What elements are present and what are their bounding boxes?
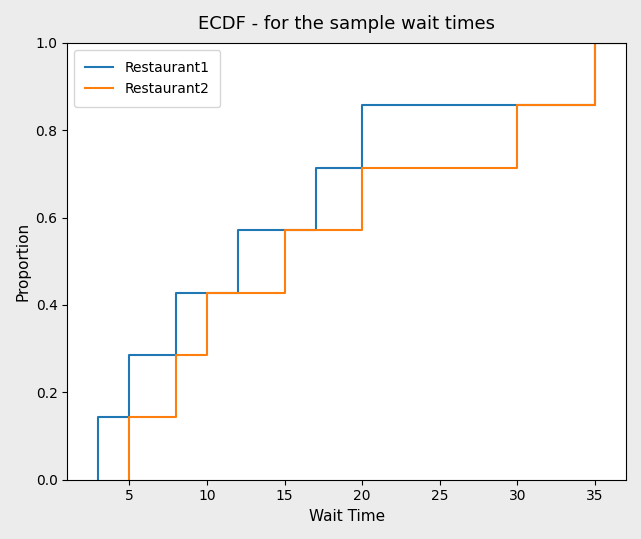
Restaurant2 — [591, 40, 599, 46]
Restaurant1 — [94, 476, 102, 483]
Restaurant2 — [126, 414, 133, 420]
Restaurant2 — [358, 164, 366, 171]
Restaurant1 — [126, 351, 133, 358]
Restaurant1 — [591, 40, 599, 46]
Restaurant2 — [126, 476, 133, 483]
Restaurant1 — [358, 102, 366, 108]
Legend: Restaurant1, Restaurant2: Restaurant1, Restaurant2 — [74, 50, 221, 107]
Restaurant2 — [513, 102, 521, 108]
Restaurant1 — [312, 164, 319, 171]
Restaurant1 — [172, 289, 179, 296]
Title: ECDF - for the sample wait times: ECDF - for the sample wait times — [198, 15, 495, 33]
Restaurant2 — [203, 289, 211, 296]
Line: Restaurant2: Restaurant2 — [129, 43, 595, 480]
Restaurant1 — [234, 227, 242, 233]
Restaurant2 — [172, 351, 179, 358]
Line: Restaurant1: Restaurant1 — [98, 43, 595, 480]
X-axis label: Wait Time: Wait Time — [308, 509, 385, 524]
Restaurant2 — [281, 227, 288, 233]
Y-axis label: Proportion: Proportion — [15, 222, 30, 301]
Restaurant1 — [94, 414, 102, 420]
